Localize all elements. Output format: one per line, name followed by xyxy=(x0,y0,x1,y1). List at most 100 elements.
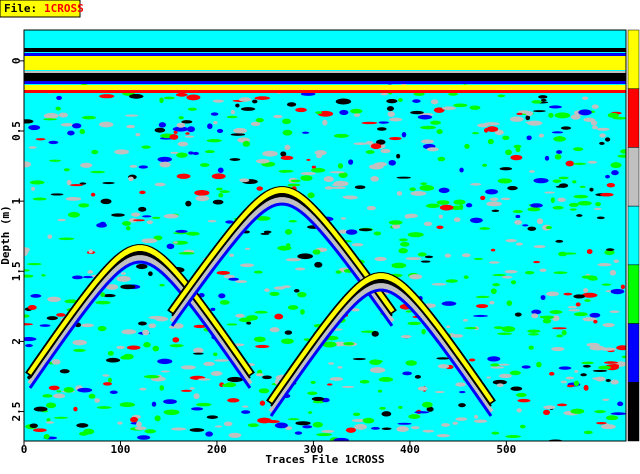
reflection-speck xyxy=(49,159,62,162)
reflection-speck xyxy=(494,129,504,136)
reflection-speck xyxy=(141,215,152,218)
reflection-speck xyxy=(542,318,552,324)
reflection-speck xyxy=(335,98,352,105)
reflection-speck xyxy=(181,120,193,124)
reflection-speck xyxy=(27,262,42,266)
reflection-speck xyxy=(158,122,167,128)
reflection-speck xyxy=(48,140,59,145)
reflection-speck xyxy=(417,114,433,120)
reflection-speck xyxy=(72,123,82,129)
reflection-speck xyxy=(436,357,450,360)
reflection-speck xyxy=(24,323,34,326)
color-bar-swatch xyxy=(627,382,640,442)
reflection-speck xyxy=(56,313,66,317)
reflection-speck xyxy=(130,416,139,423)
reflection-speck xyxy=(312,400,325,404)
reflection-speck xyxy=(408,414,421,420)
reflection-speck xyxy=(516,392,527,398)
reflection-speck xyxy=(286,102,297,107)
reflection-speck xyxy=(157,358,173,365)
reflection-speck xyxy=(405,213,418,219)
reflection-speck xyxy=(463,275,469,279)
reflection-speck xyxy=(345,229,358,235)
reflection-speck xyxy=(549,310,563,314)
reflection-speck xyxy=(558,176,569,180)
reflection-speck xyxy=(343,342,355,346)
reflection-speck xyxy=(277,245,292,251)
reflection-speck xyxy=(369,367,386,374)
reflection-speck xyxy=(583,384,589,391)
file-name: 1CROSS xyxy=(44,2,84,15)
reflection-speck xyxy=(45,402,57,409)
reflection-speck xyxy=(216,128,224,133)
reflection-speck xyxy=(46,316,58,321)
reflection-speck xyxy=(285,258,302,262)
reflection-speck xyxy=(322,119,328,126)
reflection-speck xyxy=(206,138,222,143)
reflection-speck xyxy=(166,243,175,250)
reflection-speck xyxy=(42,394,53,398)
reflection-speck xyxy=(121,221,131,226)
reflection-speck xyxy=(526,135,532,141)
reflection-speck xyxy=(83,428,95,435)
reflection-speck xyxy=(151,401,157,407)
reflection-speck xyxy=(439,204,454,211)
reflection-speck xyxy=(239,178,250,183)
reflection-speck xyxy=(621,355,626,359)
reflection-speck xyxy=(151,216,161,219)
plot-frame xyxy=(23,29,627,442)
reflection-speck xyxy=(88,393,96,399)
reflection-speck xyxy=(420,182,428,186)
reflection-speck xyxy=(56,390,62,393)
reflection-speck xyxy=(316,153,323,159)
reflection-speck xyxy=(24,269,30,272)
reflection-speck xyxy=(33,428,47,433)
reflection-speck xyxy=(436,129,443,135)
reflection-speck xyxy=(32,197,47,201)
reflection-speck xyxy=(176,173,191,179)
reflection-speck xyxy=(453,103,468,108)
reflection-speck xyxy=(510,154,523,161)
reflection-speck xyxy=(72,339,87,346)
reflection-speck xyxy=(284,330,293,335)
reflection-speck xyxy=(610,364,620,367)
reflection-speck xyxy=(29,180,45,185)
hyperbola xyxy=(28,260,252,389)
reflection-speck xyxy=(269,291,280,296)
reflection-speck xyxy=(527,120,543,126)
reflection-speck xyxy=(486,126,499,132)
reflection-speck xyxy=(468,358,476,362)
reflection-speck xyxy=(570,408,585,414)
reflection-speck xyxy=(288,220,297,223)
reflection-speck xyxy=(354,423,367,430)
reflection-speck xyxy=(527,329,541,333)
reflection-speck xyxy=(377,162,387,166)
reflection-speck xyxy=(617,401,624,407)
reflection-speck xyxy=(488,261,500,264)
hyperbola xyxy=(169,187,395,314)
reflection-speck xyxy=(524,271,535,275)
reflection-speck xyxy=(556,150,563,154)
reflection-speck xyxy=(490,366,505,369)
reflection-speck xyxy=(434,390,445,393)
reflection-speck xyxy=(281,338,294,344)
x-tick-label: 400 xyxy=(400,443,420,456)
reflection-speck xyxy=(405,257,422,261)
reflection-speck xyxy=(333,341,346,347)
reflection-speck xyxy=(379,406,386,410)
reflection-speck xyxy=(134,426,147,431)
reflection-speck xyxy=(555,136,564,141)
reflection-speck xyxy=(263,230,272,234)
reflection-speck xyxy=(441,106,457,111)
reflection-speck xyxy=(528,170,535,173)
reflection-speck xyxy=(517,398,531,403)
reflection-speck xyxy=(328,362,335,365)
y-tick-label: 0 xyxy=(10,58,23,65)
reflection-speck xyxy=(58,112,68,118)
reflection-speck xyxy=(96,223,107,228)
reflection-speck xyxy=(316,433,332,437)
reflection-speck xyxy=(376,127,387,131)
reflection-speck xyxy=(210,307,216,311)
reflection-speck xyxy=(569,208,577,211)
reflection-speck xyxy=(53,393,66,399)
